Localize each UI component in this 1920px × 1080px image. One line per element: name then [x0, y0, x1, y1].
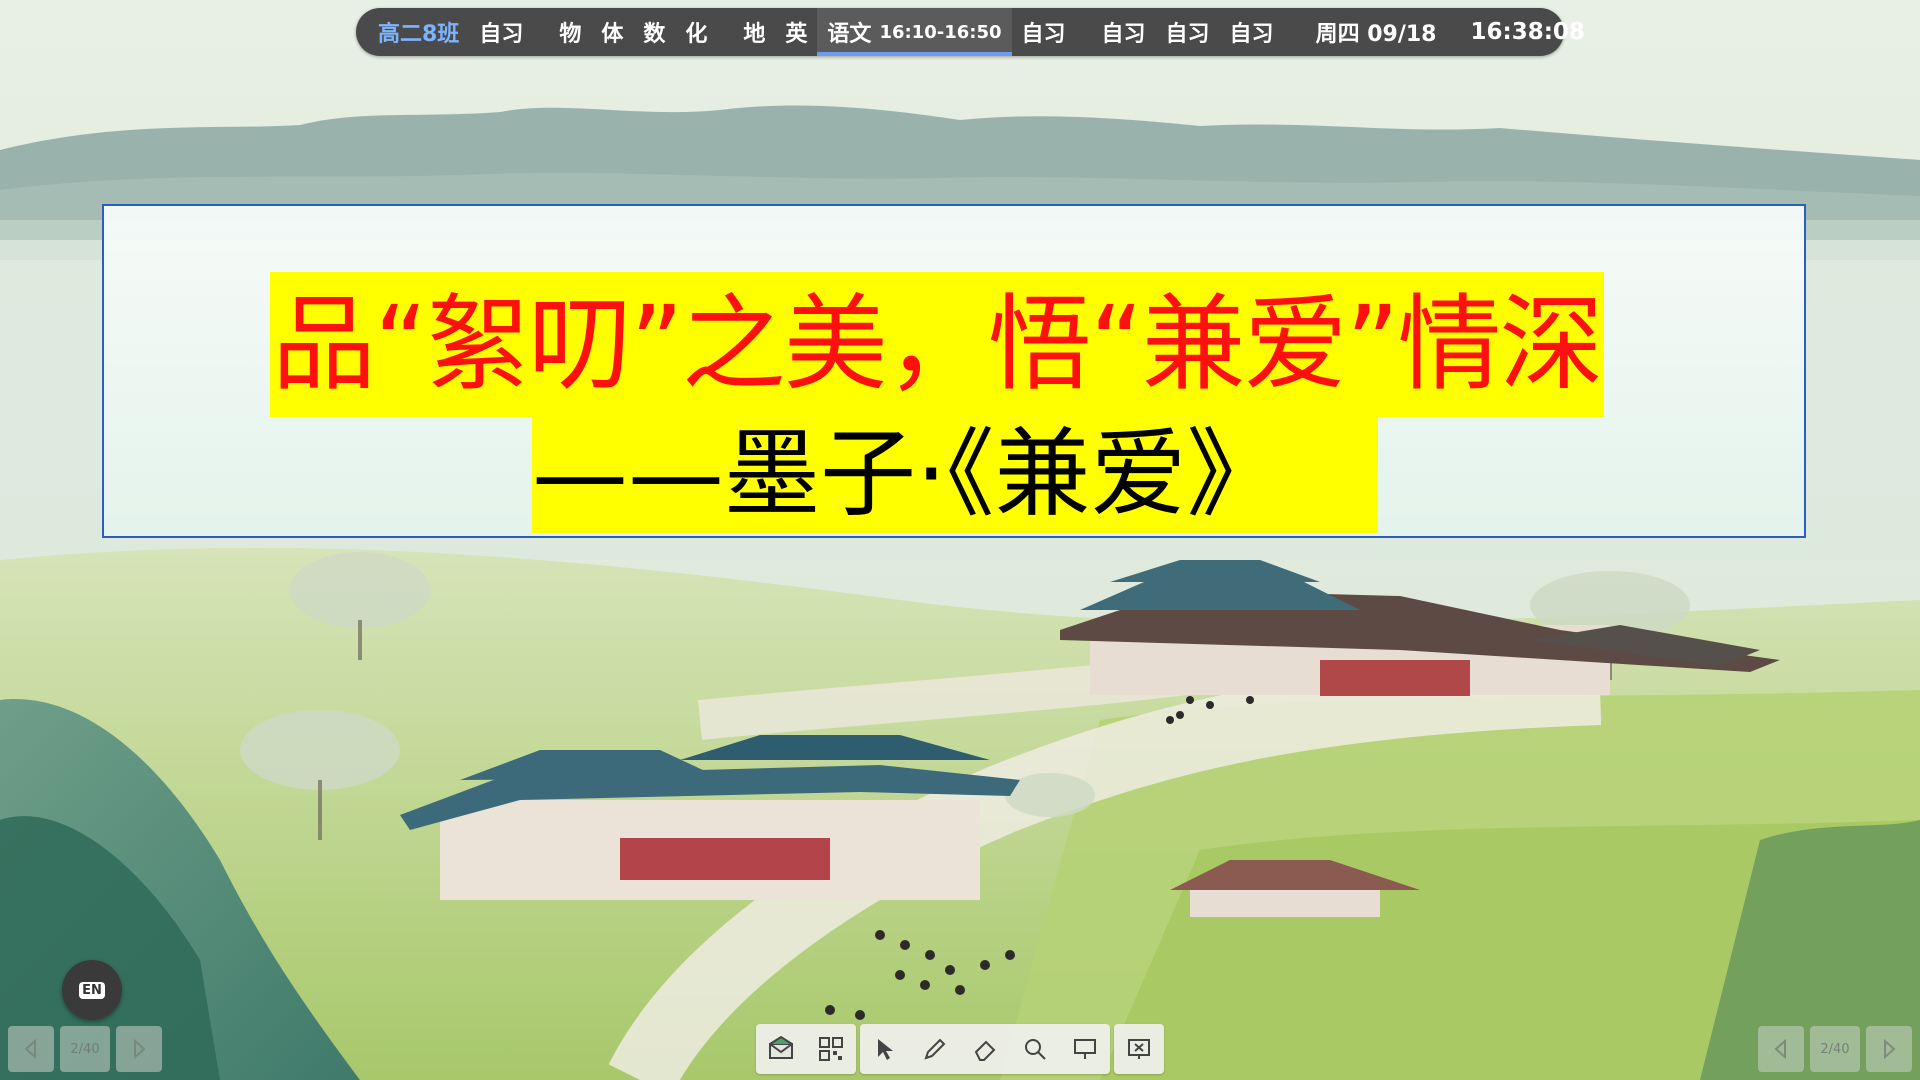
select-tool-button[interactable]	[860, 1024, 910, 1074]
pen-tool-button[interactable]	[910, 1024, 960, 1074]
current-period-time: 16:10-16:50	[879, 21, 1002, 43]
slide-subtitle: ——墨子·《兼爱》	[532, 417, 1378, 533]
zoom-tool-button[interactable]	[1010, 1024, 1060, 1074]
current-period: 语文 16:10-16:50	[817, 8, 1012, 56]
chevron-left-icon	[1774, 1038, 1786, 1060]
schedule-item: 自习	[479, 22, 524, 47]
tool-group-right	[1114, 1024, 1164, 1074]
next-page-button-right[interactable]	[1866, 1026, 1912, 1072]
next-page-button-left[interactable]	[116, 1026, 162, 1072]
prev-page-button-right[interactable]	[1758, 1026, 1804, 1072]
input-method-label: EN	[79, 981, 105, 999]
class-label: 高二8班	[378, 22, 460, 47]
schedule-item: 化	[685, 22, 708, 47]
page-indicator-left: 2/40	[60, 1026, 110, 1072]
chevron-right-icon	[134, 1038, 146, 1060]
schedule-item: 地	[743, 22, 766, 47]
schedule-item: 自习	[1021, 22, 1066, 47]
prev-page-button-left[interactable]	[8, 1026, 54, 1072]
qr-code-icon	[819, 1037, 843, 1061]
input-method-button[interactable]: EN	[62, 960, 122, 1020]
current-subject: 语文	[827, 22, 872, 47]
page-indicator-right: 2/40	[1810, 1026, 1860, 1072]
magnifier-icon	[1025, 1039, 1046, 1060]
exit-presentation-icon	[1128, 1039, 1150, 1059]
schedule-item: 自习	[1101, 22, 1146, 47]
clock: 16:38:08	[1470, 19, 1585, 45]
schedule-item: 英	[785, 22, 808, 47]
eraser-tool-button[interactable]	[960, 1024, 1010, 1074]
screen-tool-button[interactable]	[1060, 1024, 1110, 1074]
schedule-item: 体	[601, 22, 624, 47]
tool-group-left	[756, 1024, 856, 1074]
qr-code-button[interactable]	[806, 1024, 856, 1074]
mail-icon	[769, 1035, 793, 1059]
schedule-item: 物	[559, 22, 582, 47]
pen-icon	[924, 1038, 946, 1060]
schedule-item: 自习	[1229, 22, 1274, 47]
exit-slideshow-button[interactable]	[1114, 1024, 1164, 1074]
annotation-toolbar	[756, 1024, 1164, 1074]
schedule-item: 数	[643, 22, 666, 47]
chevron-right-icon	[1884, 1038, 1896, 1060]
tool-group-main	[860, 1024, 1110, 1074]
board-icon	[1074, 1039, 1096, 1059]
cursor-icon	[878, 1039, 893, 1060]
date-label: 周四 09/18	[1315, 22, 1437, 47]
schedule-item: 自习	[1165, 22, 1210, 47]
chevron-left-icon	[24, 1038, 36, 1060]
eraser-icon	[974, 1040, 996, 1061]
slide-title: 品“絮叨”之美，悟“兼爱”情深	[270, 272, 1604, 417]
mail-tool-button[interactable]	[756, 1024, 806, 1074]
schedule-bar: 高二8班 自习 物 体 数 化 地 英 语文 16:10-16:50 自习 自习…	[356, 8, 1585, 56]
